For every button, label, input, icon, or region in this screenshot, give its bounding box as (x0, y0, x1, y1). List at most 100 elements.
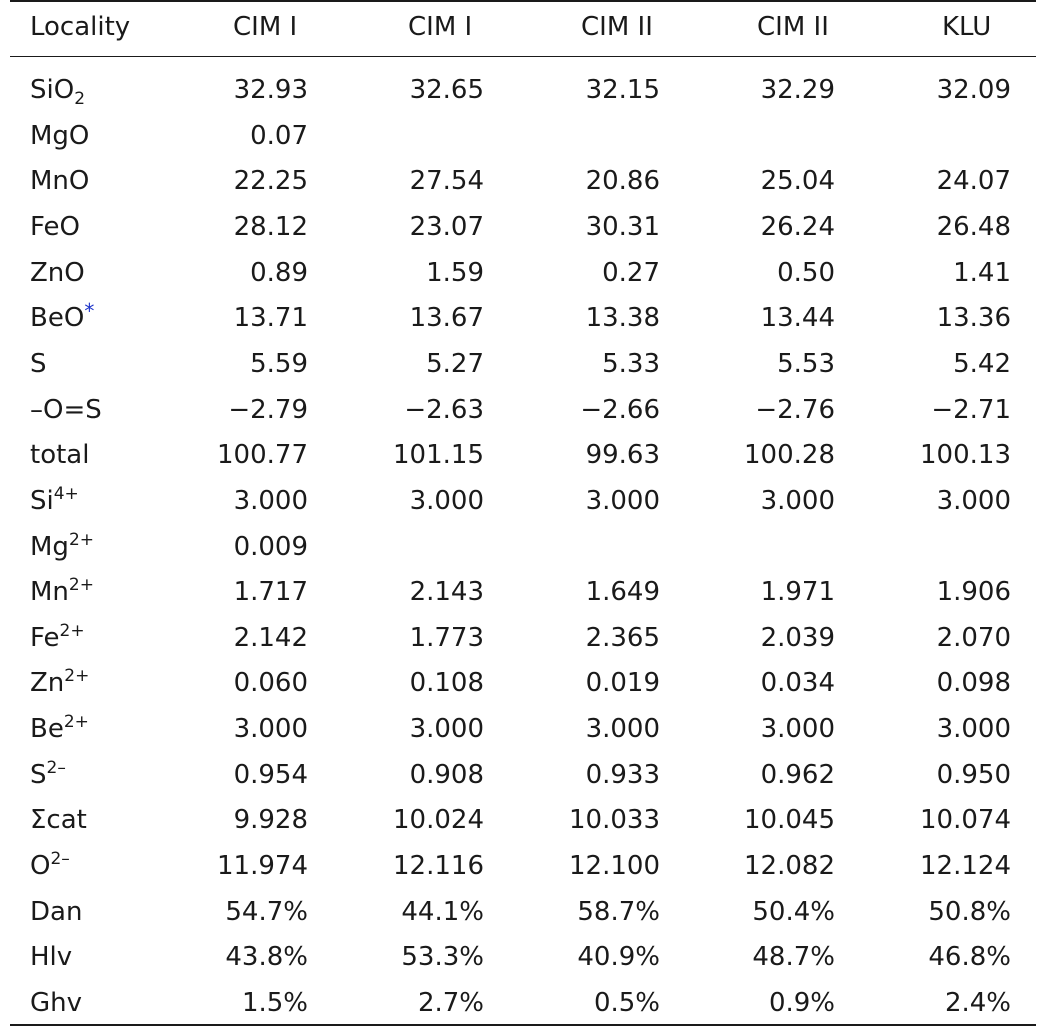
header-column-2: CIM I (408, 12, 473, 42)
table-cell-value: 32.93 (233, 75, 308, 105)
row-label-superscript: 2+ (63, 712, 89, 733)
table-cell-value: 48.7% (752, 942, 835, 973)
table-cell-value: 2.070 (936, 622, 1011, 653)
table-cell-value: 0.27 (602, 257, 660, 288)
table-cell-value: 3.000 (936, 714, 1011, 745)
header-locality: Locality (30, 12, 131, 42)
table-cell-value: 27.54 (409, 166, 484, 197)
row-label-base: FeO (30, 211, 80, 242)
row-label: Hlv (30, 934, 72, 980)
table-cell-value: 0.89 (250, 257, 308, 288)
table-cell-value: 5.42 (953, 348, 1011, 379)
row-label-base: SiO (30, 75, 75, 105)
table-cell-value: 0.019 (585, 668, 660, 699)
table-row: Ghv 1.5% 2.7% 0.5% 0.9% 2.4% (0, 980, 1040, 1026)
table-cell-value: 0.108 (409, 668, 484, 699)
row-label-subscript: 2 (74, 89, 86, 109)
row-label-base: S (30, 348, 47, 379)
table-cell-value: 13.38 (585, 303, 660, 334)
table-cell-value: 32.65 (409, 75, 484, 105)
table-cell-value: 32.29 (760, 75, 835, 105)
table-cell-value: 32.09 (936, 75, 1011, 105)
table-cell-value: 24.07 (936, 166, 1011, 197)
row-label-base: Si (30, 485, 54, 516)
table-row: Dan 54.7% 44.1% 58.7% 50.4% 50.8% (0, 889, 1040, 935)
table-cell-value: 10.045 (744, 805, 835, 836)
table-top-rule (10, 0, 1036, 2)
row-label-base: Zn (30, 668, 65, 699)
table-row: Fe2+ 2.142 1.773 2.365 2.039 2.070 (0, 615, 1040, 661)
row-label-superscript: 2+ (64, 666, 90, 687)
row-label: Mn2+ (30, 569, 94, 615)
row-label: ZnO (30, 250, 85, 296)
table-cell-value: 2.039 (760, 622, 835, 653)
table-cell-value: 0.908 (409, 759, 484, 790)
table-cell-value: 0.954 (233, 759, 308, 790)
table-row: Si4+ 3.000 3.000 3.000 3.000 3.000 (0, 478, 1040, 524)
table-cell-value: 0.5% (593, 988, 660, 1018)
table-row: BeO* 13.71 13.67 13.38 13.44 13.36 (0, 295, 1040, 341)
table-cell-value: 3.000 (760, 485, 835, 516)
table-row: S 5.59 5.27 5.33 5.53 5.42 (0, 341, 1040, 387)
table-cell-value: 0.009 (233, 531, 308, 562)
row-label: Ghv (30, 980, 82, 1026)
table-cell-value: 0.07 (250, 120, 308, 151)
table-cell-value: 3.000 (409, 714, 484, 745)
table-cell-value: 1.41 (953, 257, 1011, 288)
table-cell-value: 12.082 (744, 851, 835, 882)
table-cell-value: 2.143 (409, 577, 484, 608)
table-cell-value: 10.074 (920, 805, 1011, 836)
table-cell-value: 5.27 (426, 348, 484, 379)
table-cell-value: 50.4% (752, 896, 835, 927)
table-cell-value: 1.649 (585, 577, 660, 608)
table-row: Hlv 43.8% 53.3% 40.9% 48.7% 46.8% (0, 934, 1040, 980)
table-cell-value: 13.36 (936, 303, 1011, 334)
table-cell-value: 23.07 (409, 211, 484, 242)
table-row: Be2+ 3.000 3.000 3.000 3.000 3.000 (0, 706, 1040, 752)
table-cell-value: 12.100 (569, 851, 660, 882)
header-column-5: KLU (942, 12, 992, 42)
table-cell-value: 30.31 (585, 211, 660, 242)
row-label: FeO (30, 204, 80, 250)
table-cell-value: 0.034 (760, 668, 835, 699)
row-label-superscript: 2– (50, 849, 70, 870)
row-label: Be2+ (30, 706, 89, 752)
table-header-row: Locality CIM I CIM I CIM II CIM II KLU (0, 4, 1040, 50)
row-label-base: Ghv (30, 988, 83, 1018)
table-cell-value: 11.974 (217, 851, 308, 882)
header-column-4: CIM II (757, 12, 829, 42)
table-cell-value: −2.63 (404, 394, 484, 425)
row-label: BeO* (30, 295, 94, 341)
table-cell-value: 43.8% (225, 942, 308, 973)
table-cell-value: 100.13 (920, 440, 1011, 471)
table-cell-value: 100.28 (744, 440, 835, 471)
table-row: SiO2 32.93 32.65 32.15 32.29 32.09 (0, 67, 1040, 113)
table-cell-value: 13.44 (760, 303, 835, 334)
table-cell-value: 20.86 (585, 166, 660, 197)
table-cell-value: 0.962 (760, 759, 835, 790)
row-label-superscript: 2– (46, 757, 66, 778)
table-cell-value: 1.773 (409, 622, 484, 653)
table-cell-value: −2.76 (755, 394, 835, 425)
table-cell-value: 2.4% (944, 988, 1011, 1018)
row-label-superscript: 2+ (68, 575, 94, 596)
footnote-marker: * (84, 299, 95, 324)
table-row: Mn2+ 1.717 2.143 1.649 1.971 1.906 (0, 569, 1040, 615)
table-cell-value: 3.000 (585, 714, 660, 745)
row-label: Dan (30, 889, 82, 935)
row-label-base: O (30, 851, 51, 882)
table-cell-value: 12.116 (393, 851, 484, 882)
row-label: O2– (30, 843, 70, 889)
row-label-superscript: 4+ (53, 483, 79, 504)
table-cell-value: 53.3% (401, 942, 484, 973)
table-cell-value: 26.48 (936, 211, 1011, 242)
table-cell-value: 28.12 (233, 211, 308, 242)
row-label: MgO (30, 113, 89, 159)
table-row: Zn2+ 0.060 0.108 0.019 0.034 0.098 (0, 660, 1040, 706)
table-cell-value: 5.33 (602, 348, 660, 379)
table-row: MnO 22.25 27.54 20.86 25.04 24.07 (0, 158, 1040, 204)
table-cell-value: 1.5% (241, 988, 308, 1018)
table-cell-value: 0.9% (768, 988, 835, 1018)
row-label-base: MnO (30, 166, 90, 197)
